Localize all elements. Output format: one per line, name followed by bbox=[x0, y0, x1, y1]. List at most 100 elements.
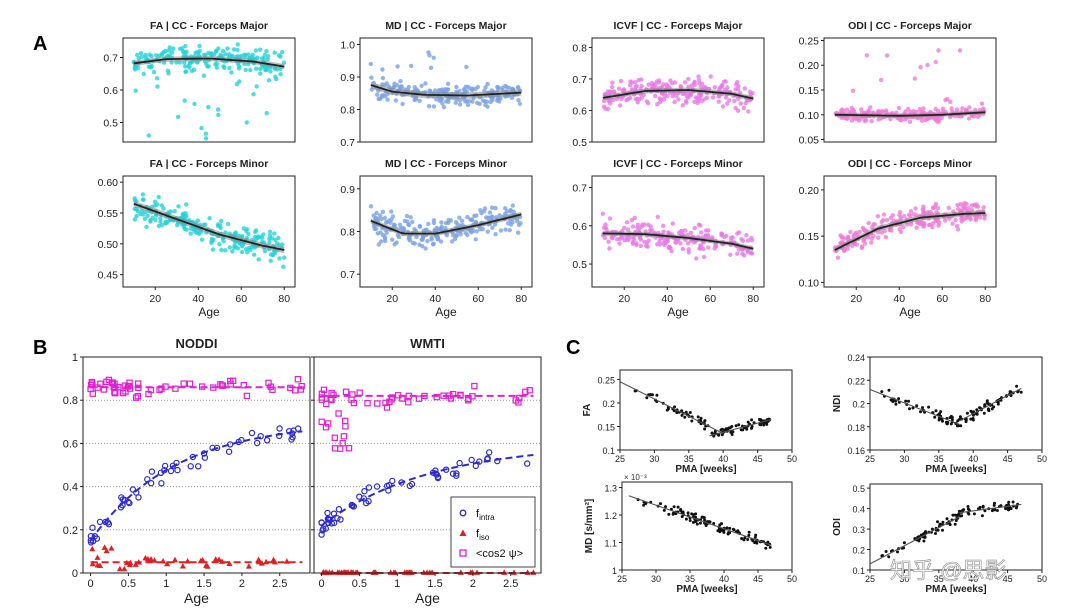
chart-c_ndi: 0.16 0.18 0.2 0.22 0.24 25 30 35 40 45 50 PMA [week… bbox=[832, 353, 1047, 475]
odi_minor-point bbox=[852, 231, 858, 237]
wmti-point-square bbox=[395, 392, 402, 399]
c_md-ytick-label: 1 bbox=[612, 566, 617, 576]
icvf_major-point bbox=[605, 106, 611, 112]
fa_minor-point bbox=[152, 199, 158, 204]
icvf_minor-point bbox=[631, 235, 636, 240]
odi_minor-point bbox=[973, 216, 979, 221]
c_fa-point bbox=[699, 416, 703, 420]
c_odi-point bbox=[999, 504, 1003, 508]
odi_major-point bbox=[954, 107, 960, 112]
noddi-point-triangle bbox=[263, 558, 270, 565]
icvf_minor-point bbox=[744, 233, 749, 238]
c_ndi-point bbox=[938, 412, 941, 416]
noddi-xtick-label: 1 bbox=[163, 578, 169, 590]
fa_major-point bbox=[225, 46, 230, 51]
c_odi-point bbox=[953, 522, 957, 526]
icvf_major-point bbox=[746, 109, 751, 114]
c_fa-fit-line bbox=[619, 381, 724, 435]
noddi-point-square bbox=[218, 382, 226, 389]
md_major-point bbox=[465, 102, 471, 108]
c_md-point bbox=[667, 512, 671, 516]
odi_major-ytick-label: 0.25 bbox=[799, 35, 820, 47]
fa_major-point bbox=[181, 50, 186, 55]
odi_minor-ytick-label: 0.10 bbox=[799, 277, 820, 289]
fa_minor-point bbox=[230, 249, 235, 254]
icvf_major-point bbox=[743, 101, 748, 106]
fa_minor-point bbox=[253, 228, 259, 233]
fa_minor-point bbox=[163, 219, 168, 224]
odi_minor-point bbox=[857, 229, 863, 234]
legend-label-suffix: 2 ψ> bbox=[500, 548, 523, 560]
c_md-point bbox=[731, 527, 735, 531]
md_minor-point bbox=[429, 235, 434, 241]
noddi-point-circle bbox=[167, 467, 175, 475]
panel-label-b: B bbox=[33, 337, 47, 359]
odi_minor-xlabel: Age bbox=[899, 305, 921, 319]
icvf_major-point bbox=[633, 84, 638, 90]
noddi-point-triangle bbox=[94, 554, 101, 560]
md_minor-point bbox=[425, 238, 430, 244]
fa_minor-point bbox=[209, 238, 214, 244]
wmti-point-circle bbox=[442, 466, 450, 473]
noddi-point-square bbox=[145, 390, 152, 398]
icvf_minor-point bbox=[610, 236, 615, 241]
icvf_minor-point bbox=[622, 237, 627, 243]
md_major-point bbox=[480, 98, 486, 103]
icvf_major-point bbox=[686, 93, 691, 99]
noddi-point-circle bbox=[133, 489, 140, 496]
fa_major-point bbox=[143, 52, 148, 58]
c_odi-point bbox=[966, 505, 970, 508]
wmti-point-triangle bbox=[474, 569, 480, 575]
c_fa-point bbox=[680, 409, 684, 413]
odi_major-point bbox=[907, 119, 913, 125]
icvf_minor-point bbox=[698, 246, 703, 251]
c_odi-ytick-label: 0.4 bbox=[852, 505, 865, 515]
odi_minor-point bbox=[908, 209, 914, 214]
c_fa-point bbox=[703, 419, 707, 423]
fa_major-point bbox=[191, 67, 197, 72]
chart-fa_minor: 0.45 0.50 0.55 0.60 20 40 60 80 FA | CC - Forcep… bbox=[98, 158, 296, 319]
c_odi-point bbox=[1007, 500, 1011, 504]
icvf_minor-frame bbox=[591, 175, 765, 288]
fa_major-point bbox=[227, 65, 232, 71]
wmti-point-circle bbox=[348, 501, 355, 509]
c_odi-point bbox=[953, 513, 957, 517]
noddi-point-square bbox=[103, 378, 110, 386]
c_ndi-point bbox=[987, 409, 991, 413]
chart-c_fa: 0.1 0.15 0.2 0.25 25 30 35 40 45 50 PMA [weeks] FA bbox=[582, 369, 797, 475]
md_minor-xtick-label: 40 bbox=[429, 293, 441, 305]
fa_major-point bbox=[216, 46, 221, 51]
noddi-point-circle bbox=[161, 462, 169, 470]
icvf_major-point bbox=[646, 101, 651, 106]
fa_major-title: FA | CC - Forceps Major bbox=[150, 20, 268, 32]
fa_minor-point bbox=[267, 240, 272, 245]
odi_minor-frame bbox=[823, 175, 997, 288]
c_odi-ytick-label: 0.1 bbox=[852, 566, 865, 576]
fa_major-point bbox=[182, 60, 187, 65]
fa_minor-point bbox=[207, 216, 212, 221]
noddi-point-triangle bbox=[135, 559, 142, 565]
odi_minor-point bbox=[884, 217, 890, 223]
md_major-point bbox=[380, 75, 386, 81]
fa_major-point bbox=[136, 56, 141, 61]
wmti-point-triangle bbox=[457, 569, 464, 575]
c_odi-point bbox=[896, 550, 899, 554]
noddi-point-circle bbox=[194, 463, 202, 470]
fa_major-fit-line bbox=[133, 57, 285, 68]
fa_major-point bbox=[132, 67, 138, 72]
c_md-point bbox=[754, 533, 758, 537]
odi_major-point bbox=[859, 107, 864, 112]
c_odi-ytick-label: 0.2 bbox=[852, 546, 865, 556]
md_minor-point bbox=[392, 242, 397, 247]
icvf_major-point bbox=[628, 95, 633, 101]
c_odi-xtick-label: 40 bbox=[968, 574, 978, 584]
c_odi-frame bbox=[869, 483, 1043, 571]
noddi-point-circle bbox=[235, 438, 242, 446]
c_ndi-point bbox=[949, 422, 953, 426]
odi_minor-point bbox=[914, 225, 919, 230]
fa_minor-point bbox=[274, 241, 280, 246]
odi_major-ytick-label: 0.05 bbox=[799, 135, 820, 147]
wmti-point-square bbox=[345, 445, 353, 452]
noddi-xtick-label: 0 bbox=[88, 578, 94, 590]
c_odi-point bbox=[934, 532, 937, 535]
